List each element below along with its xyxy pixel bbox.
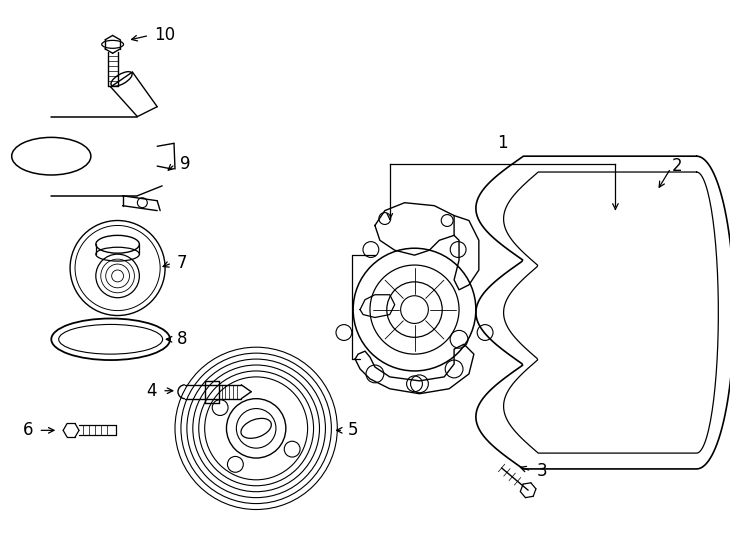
Text: 5: 5 [348, 421, 359, 440]
Text: 8: 8 [177, 330, 187, 348]
Text: 9: 9 [180, 155, 190, 173]
Text: 10: 10 [154, 26, 175, 44]
Text: 2: 2 [672, 157, 683, 175]
Text: 6: 6 [23, 421, 34, 440]
Text: 1: 1 [497, 134, 508, 152]
Text: 4: 4 [147, 382, 157, 400]
Text: 7: 7 [177, 254, 187, 272]
Text: 3: 3 [537, 462, 547, 480]
